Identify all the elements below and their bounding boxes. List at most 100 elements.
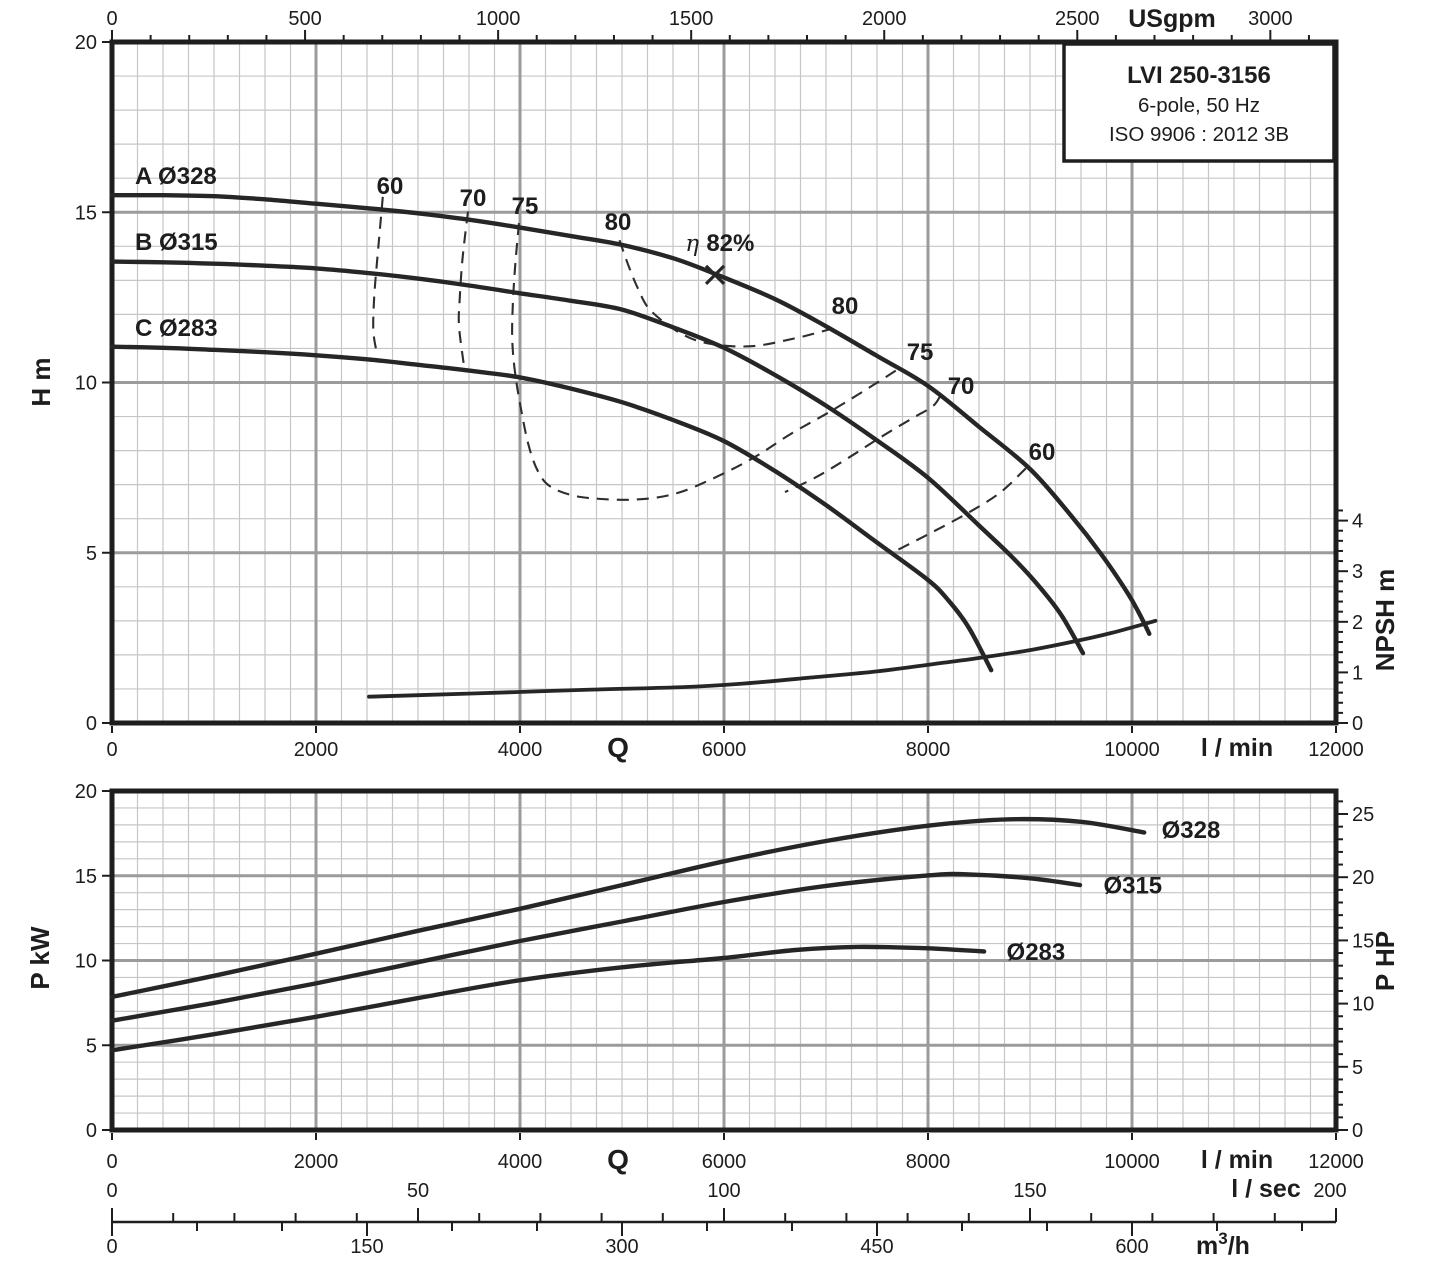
- lmin-tick-label-bottom: 0: [106, 1151, 117, 1173]
- usgpm-tick-label: 2000: [862, 8, 907, 30]
- usgpm-tick-label: 0: [106, 8, 117, 30]
- lmin-tick-label: 10000: [1104, 739, 1160, 761]
- m3h-tick-label: 0: [106, 1236, 117, 1258]
- lmin-tick-label-bottom: 6000: [702, 1151, 747, 1173]
- efficiency-label-0: 60: [377, 173, 404, 200]
- power-chart-grid-major: [112, 791, 1336, 1130]
- lsec-axis-title: l / sec: [1231, 1175, 1301, 1203]
- bep-cross: [704, 264, 726, 286]
- efficiency-contour-75-left-right: [511, 222, 898, 501]
- npsh-axis-tick-label: 4: [1352, 511, 1363, 533]
- usgpm-axis-title: USgpm: [1128, 5, 1216, 33]
- title-box: LVI 250-3156 6-pole, 50 Hz ISO 9906 : 2012…: [1062, 42, 1336, 163]
- lmin-tick-label: 12000: [1308, 739, 1364, 761]
- lsec-tick-label: 100: [707, 1180, 740, 1202]
- usgpm-tick-label: 3000: [1248, 8, 1293, 30]
- kw-axis-tick-label: 10: [75, 951, 97, 973]
- head-chart-ticks: [102, 30, 1348, 733]
- title-line2: 6-pole, 50 Hz: [1138, 94, 1260, 117]
- usgpm-tick-label: 1000: [476, 8, 521, 30]
- lsec-tick-label: 0: [106, 1180, 117, 1202]
- head-curves: [109, 192, 1158, 699]
- kw-axis-tick-label: 20: [75, 781, 97, 803]
- lsec-tick-label: 50: [407, 1180, 429, 1202]
- efficiency-contour-70-left: [457, 211, 470, 367]
- kw-axis-tick-label: 0: [86, 1120, 97, 1142]
- m3h-tick-label: 150: [350, 1236, 383, 1258]
- power-chart-frame: [109, 788, 1339, 1133]
- title-box-frame: [1062, 42, 1336, 163]
- npsh-axis-tick-label: 2: [1352, 612, 1363, 634]
- curve-label-a: A Ø328: [135, 163, 217, 190]
- power-curve-315: [109, 871, 1083, 1023]
- power-curve-label-315: Ø315: [1103, 873, 1162, 900]
- lmin-tick-label: 6000: [702, 739, 747, 761]
- power-curve-label-328: Ø328: [1162, 817, 1221, 844]
- npsh-axis-tick-label: 3: [1352, 561, 1363, 583]
- m3h-tick-label: 600: [1115, 1236, 1148, 1258]
- q-axis-title: Q: [607, 732, 629, 763]
- curve-npsh: [367, 618, 1158, 699]
- lmin-tick-label: 0: [106, 739, 117, 761]
- lsec-tick-label: 150: [1013, 1180, 1046, 1202]
- head-chart-frame: [109, 39, 1339, 726]
- efficiency-label-5: 75: [907, 339, 934, 366]
- title-line1: LVI 250-3156: [1127, 62, 1271, 89]
- kw-axis-tick-label: 5: [86, 1035, 97, 1057]
- lmin-axis-title-bottom: l / min: [1201, 1146, 1273, 1174]
- curve-label-b: B Ø315: [135, 229, 218, 256]
- efficiency-contours: [372, 196, 1027, 551]
- h-axis-tick-label: 5: [86, 543, 97, 565]
- q-axis-title-bottom: Q: [607, 1144, 629, 1175]
- h-axis-tick-label: 20: [75, 32, 97, 54]
- m3h-tick-label: 300: [605, 1236, 638, 1258]
- hp-axis-tick-label: 10: [1352, 994, 1374, 1016]
- hp-axis-tick-label: 25: [1352, 804, 1374, 826]
- lmin-tick-label-bottom: 10000: [1104, 1151, 1160, 1173]
- h-axis-tick-label: 15: [75, 202, 97, 224]
- efficiency-contour-60-left: [372, 196, 384, 352]
- power-curves: [109, 816, 1147, 1053]
- h-axis-tick-label: 0: [86, 713, 97, 735]
- h-axis-tick-label: 10: [75, 373, 97, 395]
- kw-axis-tick-label: 15: [75, 866, 97, 888]
- hp-axis-tick-label: 20: [1352, 867, 1374, 889]
- m3h-axis-title: m3/h: [1196, 1229, 1250, 1260]
- efficiency-label-7: 60: [1029, 439, 1056, 466]
- usgpm-tick-label: 500: [288, 8, 321, 30]
- efficiency-label-1: 70: [460, 185, 487, 212]
- power-chart-ticks: [102, 790, 1348, 1140]
- efficiency-contour-80-loop: [618, 239, 831, 348]
- usgpm-tick-label: 2500: [1055, 8, 1100, 30]
- hp-axis-tick-label: 0: [1352, 1120, 1363, 1142]
- curve-b: [109, 259, 1086, 656]
- curve-label-c: C Ø283: [135, 315, 218, 342]
- m3h-tick-label: 450: [860, 1236, 893, 1258]
- lmin-tick-label-bottom: 2000: [294, 1151, 339, 1173]
- power-curve-label-283: Ø283: [1007, 939, 1066, 966]
- lmin-tick-label: 4000: [498, 739, 543, 761]
- hp-axis-tick-label: 5: [1352, 1057, 1363, 1079]
- lmin-tick-label-bottom: 12000: [1308, 1151, 1364, 1173]
- bep-marker: [704, 264, 726, 286]
- hp-axis-tick-label: 15: [1352, 930, 1374, 952]
- efficiency-contour-70-right: [784, 395, 942, 494]
- curve-a: [109, 192, 1152, 636]
- efficiency-label-2: 75: [512, 193, 539, 220]
- npsh-axis-tick-label: 0: [1352, 713, 1363, 735]
- lsec-end-label: 200: [1313, 1180, 1346, 1202]
- power-curve-328: [109, 816, 1147, 1000]
- lmin-tick-label: 8000: [906, 739, 951, 761]
- head-chart-grid-major: [112, 42, 1336, 723]
- lmin-axis-title: l / min: [1201, 734, 1273, 762]
- curve-c: [109, 344, 994, 673]
- efficiency-label-4: 80: [832, 293, 859, 320]
- npsh-axis-tick-label: 1: [1352, 662, 1363, 684]
- efficiency-label-3: 80: [605, 209, 632, 236]
- lmin-tick-label: 2000: [294, 739, 339, 761]
- lmin-tick-label-bottom: 4000: [498, 1151, 543, 1173]
